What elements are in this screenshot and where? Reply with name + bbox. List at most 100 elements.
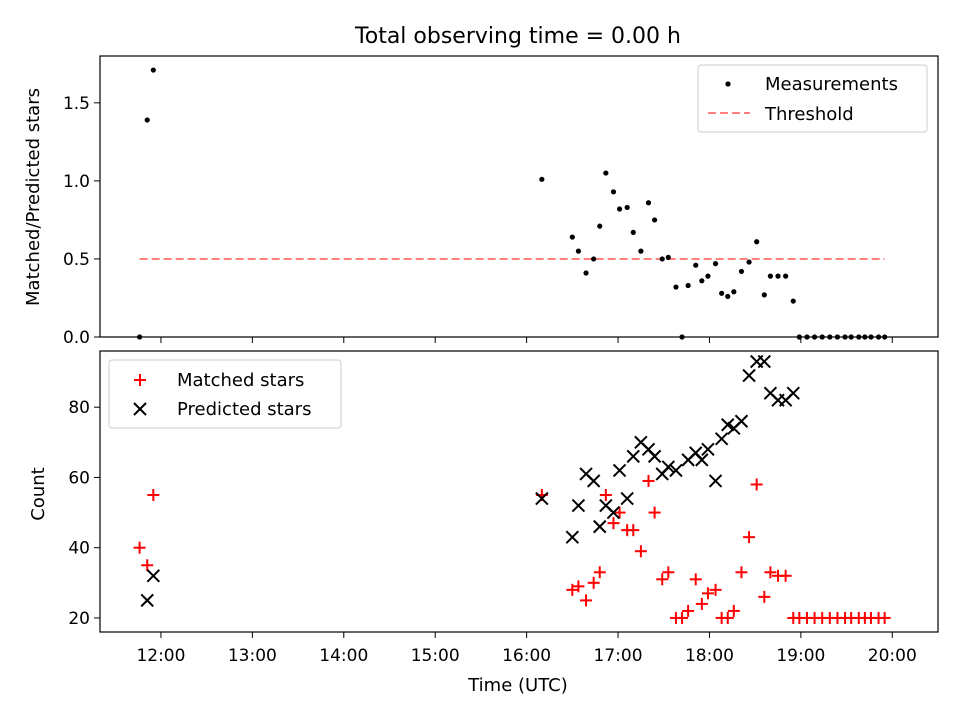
- matched-star-point-0: [133, 541, 146, 554]
- legend-threshold-label: Threshold: [764, 104, 854, 125]
- predicted-star-point-22: [701, 442, 715, 457]
- measurement-point-6: [583, 270, 589, 276]
- bottom-y-axis-label: Count: [28, 467, 49, 520]
- matched-star-point-17: [656, 573, 669, 586]
- matched-star-point-11: [613, 506, 626, 519]
- top-chart-title: Total observing time = 0.00 h: [354, 24, 681, 49]
- predicted-star-stroke-b: [641, 442, 656, 457]
- top-y-ticks: 0.0 0.5 1.0 1.5: [63, 94, 100, 348]
- measurement-point-22: [693, 262, 699, 268]
- predicted-star-stroke-b: [140, 593, 154, 608]
- bottom-y-tick-label-1: 40: [68, 539, 90, 559]
- measurement-point-30: [746, 259, 752, 265]
- x-tick-label-12-00: 12:00: [136, 646, 185, 666]
- bottom-y-ticks: 20 40 60 80: [68, 398, 100, 629]
- matched-star-point-5: [572, 580, 585, 593]
- measurement-point-4: [569, 234, 575, 240]
- matched-star-point-16: [648, 506, 661, 519]
- measurement-point-16: [652, 217, 658, 223]
- measurement-point-29: [738, 268, 745, 275]
- predicted-star-point-3: [565, 530, 580, 544]
- matched-star-point-33: [764, 566, 777, 579]
- legend-predicted-marker: [133, 402, 147, 416]
- bottom-plot-content: [133, 354, 891, 624]
- predicted-star-stroke-b: [714, 432, 729, 446]
- legend-matched-label: Matched stars: [177, 370, 304, 391]
- predicted-star-point-10: [612, 463, 627, 478]
- predicted-star-stroke-b: [721, 418, 735, 432]
- x-tick-label-17-00: 17:00: [594, 646, 643, 666]
- measurement-point-28: [731, 289, 737, 295]
- predicted-star-point-18: [669, 463, 683, 478]
- matched-star-point-7: [587, 576, 600, 589]
- bottom-y-tick-label-3: 80: [68, 398, 90, 418]
- measurement-point-31: [754, 239, 760, 245]
- matched-star-point-22: [689, 573, 702, 586]
- bottom-legend-box: [108, 359, 342, 429]
- predicted-star-point-21: [695, 453, 709, 467]
- measurement-point-21: [685, 282, 691, 289]
- matched-star-point-24: [701, 587, 714, 600]
- predicted-star-stroke-b: [689, 446, 703, 460]
- predicted-star-stroke-b: [763, 386, 778, 400]
- predicted-star-stroke-b: [599, 498, 613, 513]
- bottom-plot-frame: [99, 350, 939, 633]
- predicted-star-stroke-b: [701, 442, 715, 457]
- measurement-point-8: [597, 223, 603, 229]
- x-tick-label-16-00: 16:00: [502, 646, 551, 666]
- matched-star-point-18: [662, 566, 675, 579]
- legend-measurements-label: Measurements: [765, 74, 898, 95]
- matched-star-point-32: [758, 590, 771, 603]
- predicted-star-stroke-b: [661, 460, 676, 474]
- top-panel: 0.0 0.5 1.0 1.5 Matched/Predicted stars Mea…: [23, 55, 939, 348]
- matched-star-point-10: [607, 517, 620, 530]
- matched-star-point-2: [147, 489, 160, 502]
- measurement-point-36: [790, 298, 796, 304]
- legend-matched-marker: [134, 374, 146, 386]
- predicted-star-stroke-b: [647, 449, 662, 464]
- measurement-point-33: [767, 273, 774, 279]
- measurement-point-12: [624, 204, 630, 211]
- legend-predicted-label: Predicted stars: [177, 399, 311, 420]
- predicted-star-point-15: [647, 449, 662, 464]
- predicted-star-stroke-b: [742, 368, 756, 383]
- matched-star-point-6: [580, 594, 593, 607]
- measurement-point-15: [645, 200, 652, 206]
- top-x-ticks: [160, 337, 893, 343]
- matched-star-point-49: [878, 611, 891, 624]
- predicted-star-stroke-b: [626, 449, 640, 464]
- predicted-star-stroke-b: [612, 463, 627, 478]
- matched-star-point-8: [593, 566, 606, 579]
- predicted-star-stroke-b: [579, 467, 593, 481]
- bottom-y-tick-label-2: 60: [68, 468, 90, 488]
- predicted-star-stroke-b: [695, 453, 709, 467]
- matched-star-point-14: [634, 545, 647, 558]
- predicted-star-point-9: [606, 505, 621, 520]
- predicted-star-point-4: [571, 498, 586, 513]
- x-tick-label-19-00: 19:00: [776, 646, 825, 666]
- top-y-tick-label-0: 0.0: [63, 328, 90, 348]
- predicted-star-stroke-b: [606, 505, 621, 520]
- bottom-y-tick-label-0: 20: [68, 609, 90, 629]
- legend-measurements-marker: [725, 81, 731, 87]
- predicted-star-point-17: [661, 460, 676, 474]
- top-y-tick-label-3: 1.5: [63, 94, 90, 114]
- measurement-point-14: [638, 248, 644, 254]
- predicted-star-stroke-b: [146, 569, 161, 583]
- predicted-star-point-24: [714, 432, 729, 446]
- top-y-tick-label-1: 0.5: [63, 250, 90, 270]
- measurement-point-3: [539, 176, 545, 182]
- top-y-axis-label: Matched/Predicted stars: [23, 88, 44, 306]
- measurement-point-11: [616, 206, 623, 212]
- predicted-star-stroke-b: [634, 435, 648, 450]
- measurement-point-7: [591, 256, 597, 262]
- x-tick-label-20-00: 20:00: [868, 646, 917, 666]
- predicted-star-point-25: [721, 418, 735, 432]
- matched-star-point-29: [735, 566, 748, 579]
- predicted-star-stroke-b: [571, 498, 586, 513]
- measurement-point-24: [705, 273, 711, 279]
- measurement-point-25: [712, 261, 719, 267]
- measurement-point-27: [725, 293, 731, 300]
- top-plot-frame: [99, 55, 939, 338]
